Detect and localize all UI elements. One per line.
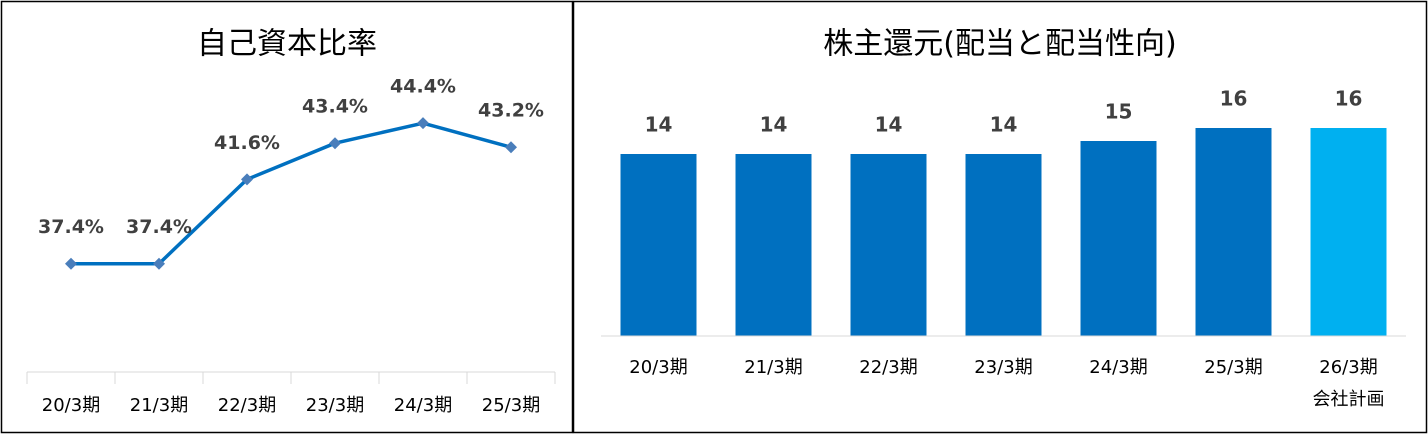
marker <box>153 257 165 270</box>
chart-title: 自己資本比率 <box>197 27 377 62</box>
marker <box>65 257 77 270</box>
data-label: 41.6% <box>214 132 280 154</box>
data-label: 37.4% <box>126 216 192 238</box>
x-tick-label: 24/3期 <box>394 395 452 416</box>
data-label: 43.4% <box>302 96 368 118</box>
x-tick-label: 23/3期 <box>306 395 364 416</box>
data-label: 14 <box>645 113 673 137</box>
data-label: 14 <box>875 113 903 137</box>
x-tick-label: 20/3期 <box>42 395 100 416</box>
line <box>71 121 512 266</box>
data-label: 16 <box>1220 87 1248 111</box>
bar <box>850 154 927 336</box>
bar <box>620 154 697 336</box>
data-label: 44.4% <box>390 76 456 98</box>
data-label: 14 <box>990 113 1018 137</box>
bar <box>965 154 1042 336</box>
marker <box>505 141 517 154</box>
marker <box>329 137 341 150</box>
left-panel <box>0 0 574 434</box>
chart-title: 株主還元(配当と配当性向) <box>823 27 1176 62</box>
marker <box>241 173 253 186</box>
x-tick-label: 21/3期 <box>744 357 803 378</box>
bar <box>735 154 812 336</box>
bar <box>1310 128 1387 336</box>
data-label: 15 <box>1105 100 1133 124</box>
x-tick-label: 22/3期 <box>859 357 918 378</box>
x-tick-label: 23/3期 <box>974 357 1033 378</box>
x-tick-label: 24/3期 <box>1089 357 1148 378</box>
x-tick-label: 26/3期 会社計画 <box>1312 357 1385 410</box>
x-tick-label: 22/3期 <box>218 395 276 416</box>
bar <box>1080 141 1157 336</box>
data-label: 16 <box>1335 87 1363 111</box>
bar <box>1195 128 1272 336</box>
data-label: 14 <box>760 113 788 137</box>
x-tick-label: 25/3期 <box>482 395 540 416</box>
data-label: 37.4% <box>38 216 104 238</box>
marker <box>417 117 429 130</box>
x-tick-label: 21/3期 <box>130 395 188 416</box>
right-panel <box>572 0 1428 434</box>
data-label: 43.2% <box>478 100 544 122</box>
x-tick-label: 20/3期 <box>629 357 688 378</box>
x-tick-label: 25/3期 <box>1204 357 1263 378</box>
